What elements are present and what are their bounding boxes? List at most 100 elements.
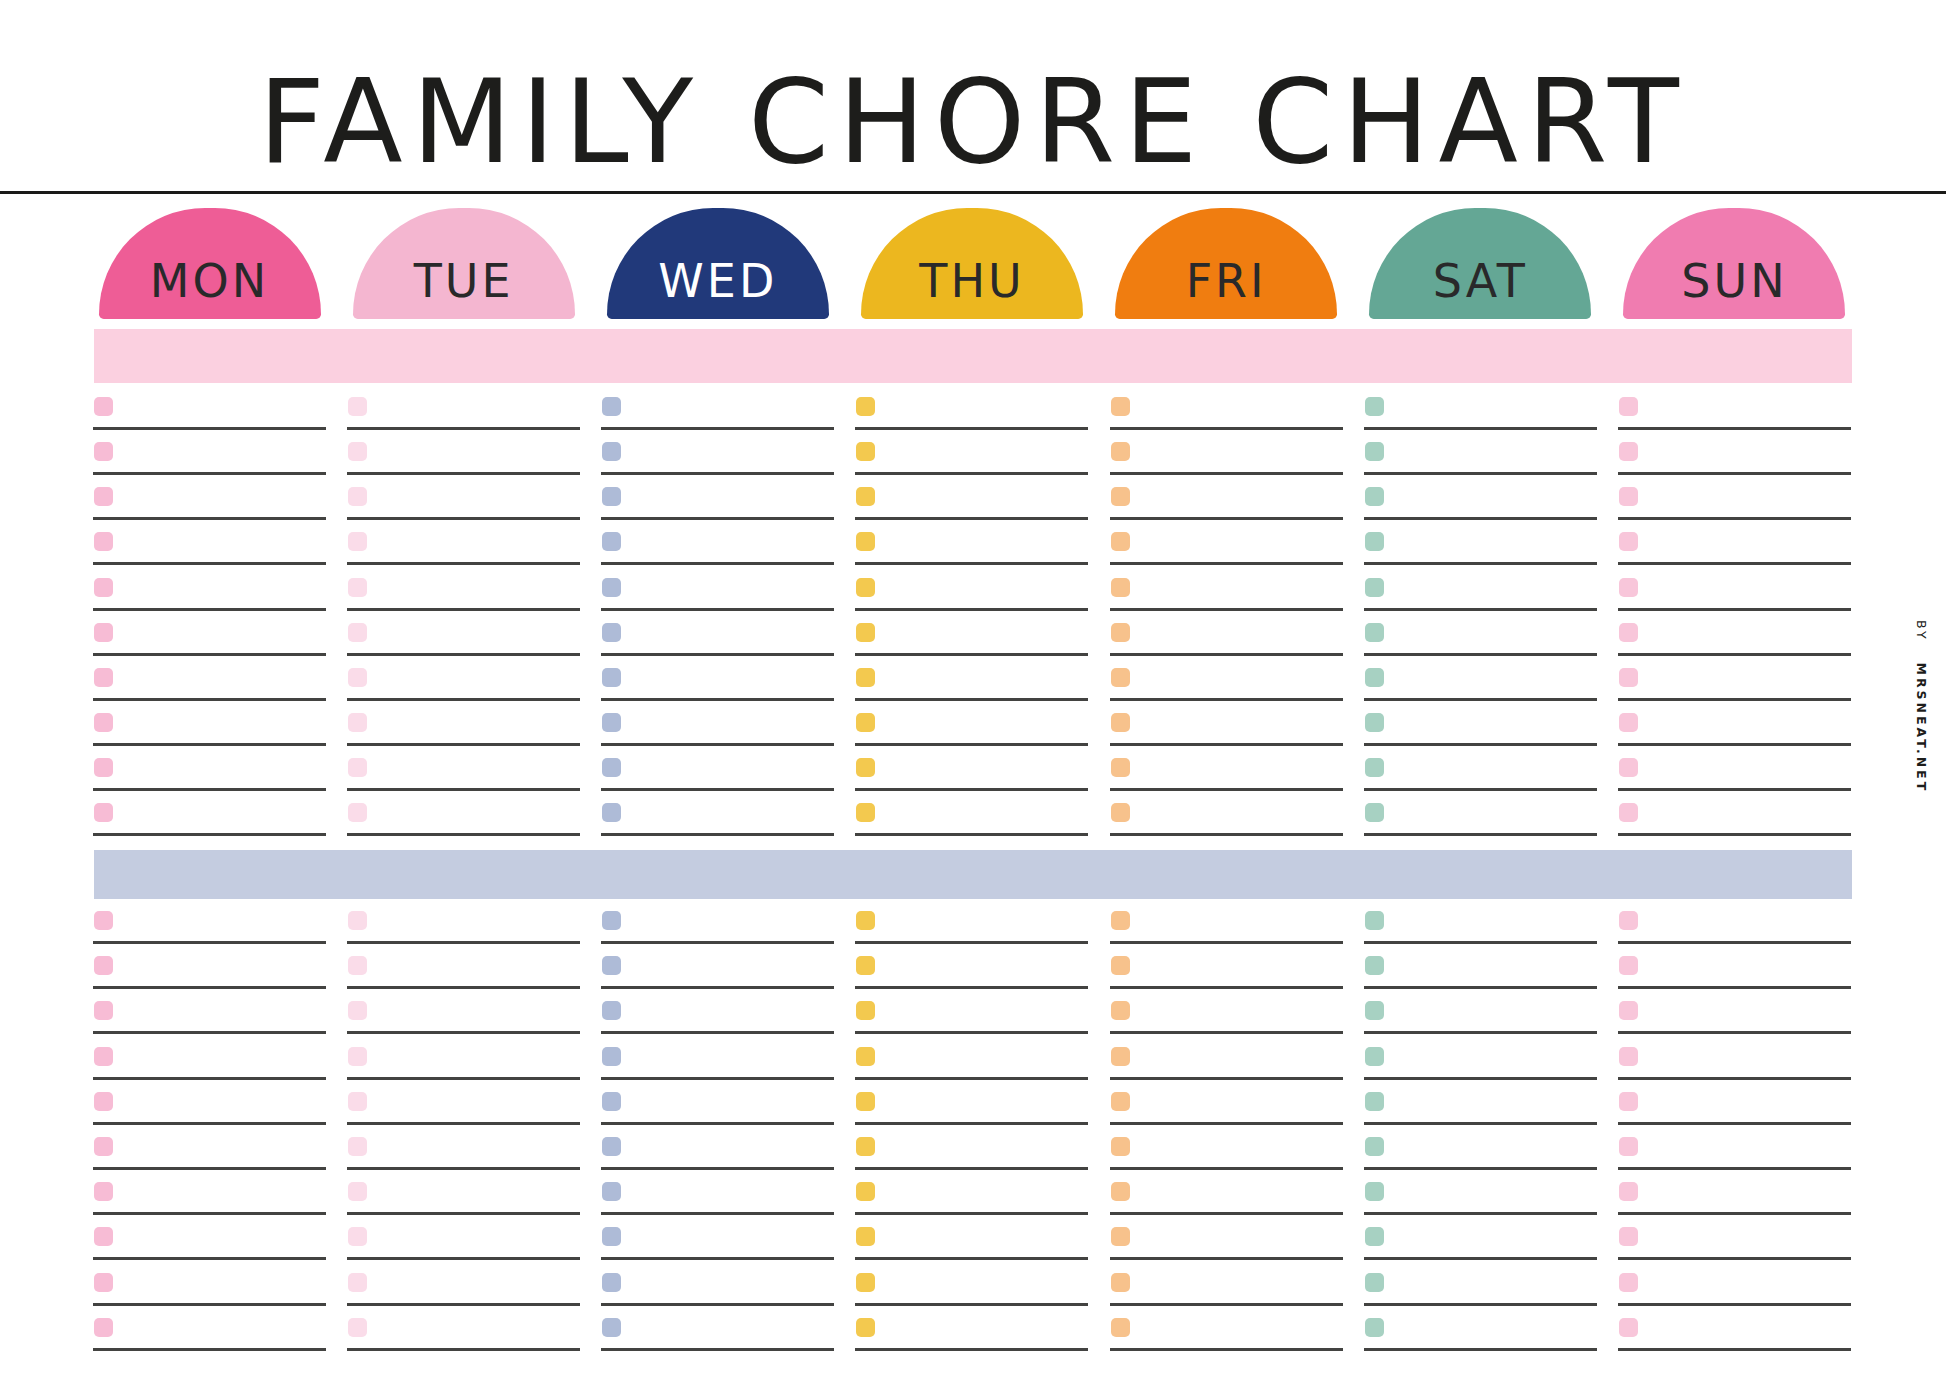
checkbox-tue-row-3[interactable]	[348, 1001, 367, 1020]
checkbox-thu-row-1[interactable]	[856, 397, 875, 416]
checkbox-wed-row-2[interactable]	[602, 442, 621, 461]
checkbox-sat-row-7[interactable]	[1365, 668, 1384, 687]
checkbox-wed-row-9[interactable]	[602, 1273, 621, 1292]
checkbox-wed-row-3[interactable]	[602, 487, 621, 506]
checkbox-tue-row-6[interactable]	[348, 1137, 367, 1156]
checkbox-thu-row-6[interactable]	[856, 1137, 875, 1156]
checkbox-tue-row-4[interactable]	[348, 532, 367, 551]
checkbox-mon-row-5[interactable]	[94, 578, 113, 597]
checkbox-mon-row-7[interactable]	[94, 668, 113, 687]
checkbox-fri-row-10[interactable]	[1111, 803, 1130, 822]
checkbox-mon-row-3[interactable]	[94, 487, 113, 506]
checkbox-sat-row-10[interactable]	[1365, 1318, 1384, 1337]
checkbox-tue-row-9[interactable]	[348, 758, 367, 777]
checkbox-wed-row-4[interactable]	[602, 1047, 621, 1066]
checkbox-fri-row-6[interactable]	[1111, 623, 1130, 642]
checkbox-fri-row-5[interactable]	[1111, 1092, 1130, 1111]
checkbox-wed-row-1[interactable]	[602, 911, 621, 930]
checkbox-thu-row-7[interactable]	[856, 668, 875, 687]
checkbox-fri-row-7[interactable]	[1111, 1182, 1130, 1201]
checkbox-fri-row-1[interactable]	[1111, 911, 1130, 930]
checkbox-tue-row-2[interactable]	[348, 956, 367, 975]
checkbox-wed-row-9[interactable]	[602, 758, 621, 777]
checkbox-fri-row-10[interactable]	[1111, 1318, 1130, 1337]
checkbox-sat-row-8[interactable]	[1365, 713, 1384, 732]
checkbox-sun-row-8[interactable]	[1619, 1227, 1638, 1246]
checkbox-mon-row-5[interactable]	[94, 1092, 113, 1111]
checkbox-mon-row-4[interactable]	[94, 1047, 113, 1066]
checkbox-sat-row-4[interactable]	[1365, 532, 1384, 551]
checkbox-tue-row-4[interactable]	[348, 1047, 367, 1066]
checkbox-tue-row-5[interactable]	[348, 578, 367, 597]
checkbox-wed-row-5[interactable]	[602, 578, 621, 597]
checkbox-sat-row-5[interactable]	[1365, 578, 1384, 597]
checkbox-tue-row-8[interactable]	[348, 1227, 367, 1246]
checkbox-sat-row-1[interactable]	[1365, 397, 1384, 416]
checkbox-thu-row-1[interactable]	[856, 911, 875, 930]
checkbox-sun-row-2[interactable]	[1619, 956, 1638, 975]
checkbox-fri-row-5[interactable]	[1111, 578, 1130, 597]
checkbox-thu-row-4[interactable]	[856, 532, 875, 551]
checkbox-sun-row-6[interactable]	[1619, 1137, 1638, 1156]
checkbox-sun-row-3[interactable]	[1619, 487, 1638, 506]
checkbox-thu-row-5[interactable]	[856, 578, 875, 597]
checkbox-thu-row-3[interactable]	[856, 1001, 875, 1020]
checkbox-mon-row-4[interactable]	[94, 532, 113, 551]
checkbox-sat-row-6[interactable]	[1365, 623, 1384, 642]
checkbox-tue-row-10[interactable]	[348, 803, 367, 822]
checkbox-sun-row-4[interactable]	[1619, 1047, 1638, 1066]
checkbox-wed-row-3[interactable]	[602, 1001, 621, 1020]
checkbox-fri-row-9[interactable]	[1111, 1273, 1130, 1292]
checkbox-sun-row-9[interactable]	[1619, 1273, 1638, 1292]
checkbox-mon-row-9[interactable]	[94, 1273, 113, 1292]
checkbox-wed-row-6[interactable]	[602, 1137, 621, 1156]
checkbox-sun-row-3[interactable]	[1619, 1001, 1638, 1020]
checkbox-mon-row-6[interactable]	[94, 623, 113, 642]
checkbox-thu-row-10[interactable]	[856, 1318, 875, 1337]
checkbox-tue-row-10[interactable]	[348, 1318, 367, 1337]
checkbox-wed-row-6[interactable]	[602, 623, 621, 642]
checkbox-sun-row-1[interactable]	[1619, 397, 1638, 416]
checkbox-sun-row-2[interactable]	[1619, 442, 1638, 461]
checkbox-sun-row-7[interactable]	[1619, 668, 1638, 687]
checkbox-fri-row-3[interactable]	[1111, 1001, 1130, 1020]
checkbox-sat-row-9[interactable]	[1365, 1273, 1384, 1292]
checkbox-sat-row-1[interactable]	[1365, 911, 1384, 930]
checkbox-sun-row-5[interactable]	[1619, 578, 1638, 597]
checkbox-sat-row-8[interactable]	[1365, 1227, 1384, 1246]
checkbox-sat-row-2[interactable]	[1365, 956, 1384, 975]
checkbox-wed-row-7[interactable]	[602, 1182, 621, 1201]
checkbox-wed-row-1[interactable]	[602, 397, 621, 416]
checkbox-fri-row-4[interactable]	[1111, 532, 1130, 551]
checkbox-sun-row-6[interactable]	[1619, 623, 1638, 642]
checkbox-thu-row-5[interactable]	[856, 1092, 875, 1111]
checkbox-thu-row-2[interactable]	[856, 442, 875, 461]
checkbox-fri-row-8[interactable]	[1111, 1227, 1130, 1246]
checkbox-mon-row-2[interactable]	[94, 956, 113, 975]
checkbox-sat-row-9[interactable]	[1365, 758, 1384, 777]
checkbox-wed-row-7[interactable]	[602, 668, 621, 687]
checkbox-wed-row-10[interactable]	[602, 1318, 621, 1337]
checkbox-sun-row-9[interactable]	[1619, 758, 1638, 777]
checkbox-sat-row-2[interactable]	[1365, 442, 1384, 461]
checkbox-wed-row-10[interactable]	[602, 803, 621, 822]
checkbox-tue-row-1[interactable]	[348, 397, 367, 416]
checkbox-tue-row-1[interactable]	[348, 911, 367, 930]
checkbox-mon-row-10[interactable]	[94, 1318, 113, 1337]
checkbox-thu-row-8[interactable]	[856, 713, 875, 732]
checkbox-tue-row-7[interactable]	[348, 1182, 367, 1201]
checkbox-tue-row-6[interactable]	[348, 623, 367, 642]
checkbox-mon-row-6[interactable]	[94, 1137, 113, 1156]
checkbox-wed-row-2[interactable]	[602, 956, 621, 975]
checkbox-sun-row-7[interactable]	[1619, 1182, 1638, 1201]
checkbox-wed-row-8[interactable]	[602, 1227, 621, 1246]
checkbox-fri-row-2[interactable]	[1111, 956, 1130, 975]
checkbox-thu-row-10[interactable]	[856, 803, 875, 822]
checkbox-mon-row-9[interactable]	[94, 758, 113, 777]
checkbox-sat-row-3[interactable]	[1365, 1001, 1384, 1020]
checkbox-tue-row-9[interactable]	[348, 1273, 367, 1292]
checkbox-sat-row-3[interactable]	[1365, 487, 1384, 506]
checkbox-fri-row-6[interactable]	[1111, 1137, 1130, 1156]
checkbox-thu-row-4[interactable]	[856, 1047, 875, 1066]
checkbox-sun-row-8[interactable]	[1619, 713, 1638, 732]
